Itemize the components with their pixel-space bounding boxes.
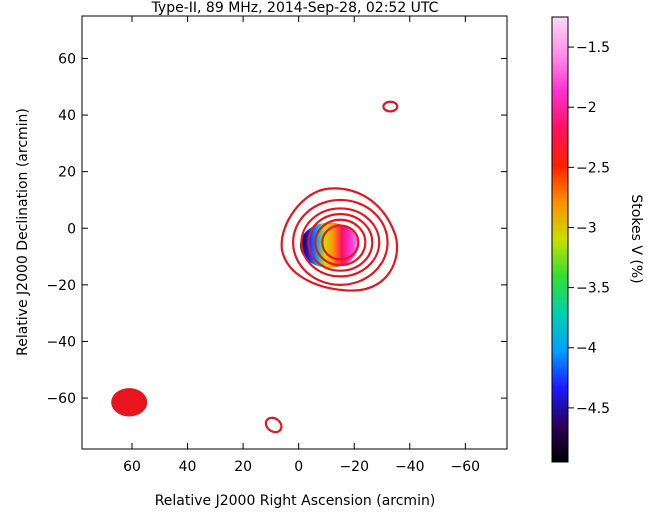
colorbar-tick-label: −3 <box>576 220 597 236</box>
intensity-contours <box>264 100 399 434</box>
contour-line <box>280 187 399 292</box>
colorbar-tick-label: −3.5 <box>576 281 610 297</box>
y-tick-label: 40 <box>58 108 76 124</box>
plot-frame <box>81 15 508 450</box>
colorbar-tick-label: −4 <box>576 341 597 357</box>
y-axis-label: Relative J2000 Declination (arcmin) <box>15 108 31 356</box>
x-tick-label: −60 <box>451 459 481 475</box>
x-tick-label: 0 <box>294 459 303 475</box>
colorbar-label: Stokes V (%) <box>628 194 644 283</box>
x-axis-label: Relative J2000 Right Ascension (arcmin) <box>155 493 436 509</box>
contour-line <box>300 207 381 278</box>
colorbar-ticks: −1.5 −2 −2.5 −3 −3.5 −4 −4.5 <box>568 40 610 417</box>
y-tick-label: −20 <box>46 278 76 294</box>
y-axis-ticks: 60 40 20 0 −20 −40 −60 <box>46 51 507 407</box>
y-tick-label: −60 <box>46 391 76 407</box>
colorbar-tick-label: −4.5 <box>576 401 610 417</box>
chart-title: Type-II, 89 MHz, 2014-Sep-28, 02:52 UTC <box>151 0 439 16</box>
x-tick-label: −20 <box>339 459 369 475</box>
colorbar-tick-label: −2 <box>576 100 597 116</box>
contour-line <box>314 218 367 267</box>
x-axis-ticks: 60 40 20 0 −20 −40 −60 <box>123 16 480 475</box>
beam-ellipse-group <box>111 388 148 417</box>
x-tick-label: 20 <box>234 459 252 475</box>
x-tick-label: −40 <box>395 459 425 475</box>
y-tick-label: 60 <box>58 51 76 67</box>
x-tick-label: 60 <box>123 459 141 475</box>
colorbar <box>551 16 569 463</box>
y-tick-label: −40 <box>46 334 76 350</box>
contour-line <box>307 213 374 272</box>
contour-line <box>292 198 389 286</box>
y-tick-label: 20 <box>58 165 76 181</box>
contour-line <box>264 416 283 434</box>
stokes-v-disk <box>300 222 359 268</box>
colorbar-tick-label: −1.5 <box>576 40 610 56</box>
contour-line <box>382 100 399 113</box>
y-tick-label: 0 <box>67 221 76 237</box>
contour-line <box>321 224 360 261</box>
colorbar-tick-label: −2.5 <box>576 160 610 176</box>
x-tick-label: 40 <box>179 459 197 475</box>
beam-ellipse <box>111 388 148 417</box>
stokes-v-map <box>300 222 359 268</box>
